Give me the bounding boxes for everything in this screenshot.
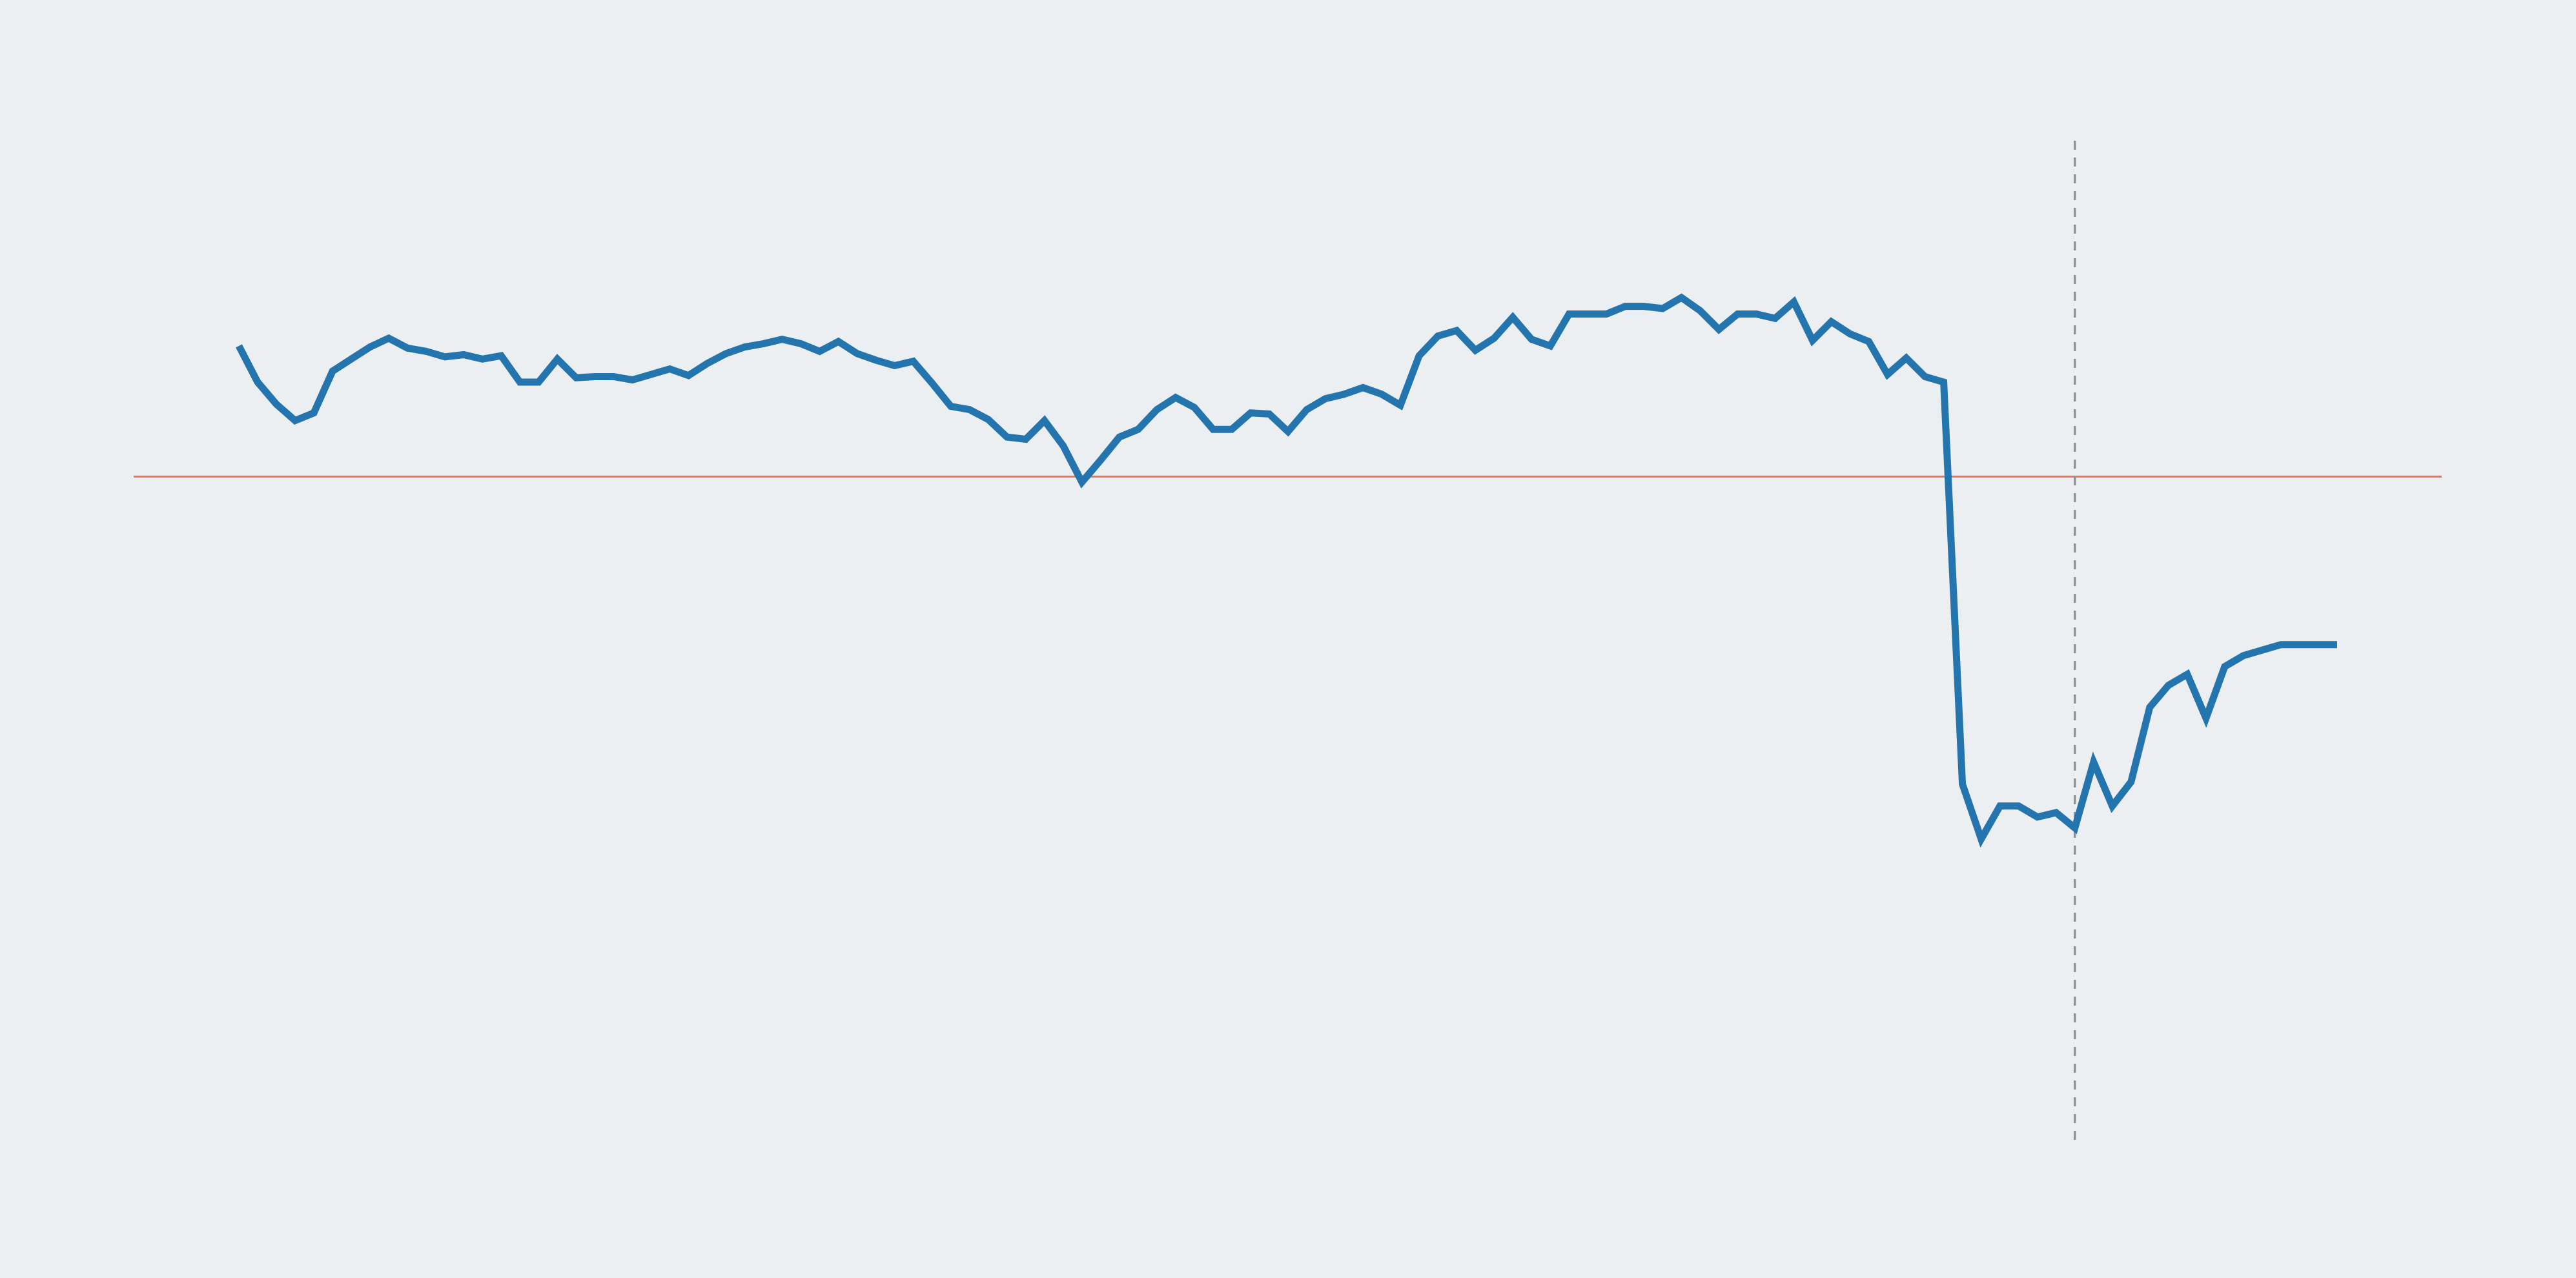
series-group (236, 293, 2337, 848)
series-line-1 (236, 293, 2337, 848)
